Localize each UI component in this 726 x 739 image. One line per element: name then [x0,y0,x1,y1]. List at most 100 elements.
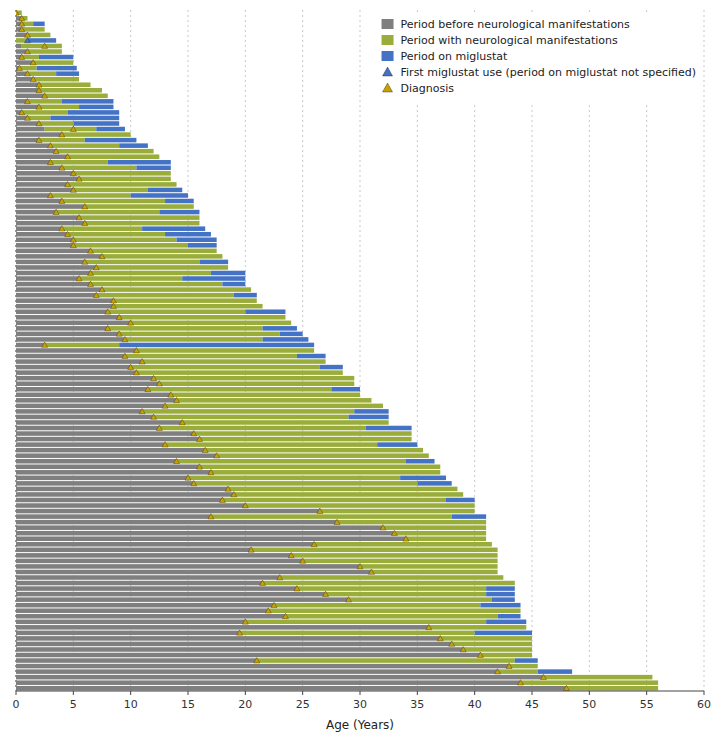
bar [652,675,653,680]
marker [36,87,42,92]
bar [498,669,538,674]
bar [440,464,441,469]
marker [16,65,22,70]
bar [85,138,137,143]
bar [62,199,165,204]
marker [116,314,122,319]
tick-label: 60 [697,698,711,711]
bar [27,16,28,21]
bar [452,642,532,647]
bar [406,459,435,464]
bar [16,597,349,602]
marker [128,320,134,325]
bar [331,387,360,392]
marker [271,602,277,607]
bar [61,44,62,49]
marker [156,425,162,430]
bar [16,487,228,492]
marker [24,49,30,54]
marker [133,348,139,353]
marker [208,514,214,519]
marker [191,431,197,436]
marker [93,264,99,269]
bar [148,188,182,193]
bar [165,404,383,409]
tick [589,691,590,695]
bar [91,249,217,254]
bar [188,476,400,481]
tick-label: 30 [353,698,367,711]
bar [16,415,154,420]
marker [196,436,202,441]
marks [16,10,658,691]
bar [446,498,475,503]
bar [16,492,234,497]
bar [16,348,136,353]
bar [222,282,245,287]
bar [256,298,257,303]
bar [119,315,285,320]
marker [122,336,128,341]
bar [211,514,452,519]
bar [16,132,62,137]
bar [16,370,136,375]
legend: Period before neurological manifestation… [375,12,702,102]
marker [294,586,300,591]
marker [70,170,76,175]
bar [16,575,280,580]
tick [704,691,705,695]
bar [228,265,229,270]
marker [47,159,53,164]
bar [148,387,331,392]
bar [532,647,533,652]
bar [371,570,497,575]
bar [50,193,130,198]
marker [70,126,76,131]
bar [16,359,142,364]
bar [16,625,429,630]
bar [486,520,487,525]
bar [125,337,263,342]
bar [280,575,504,580]
marker [70,187,76,192]
marker [151,414,157,419]
bar [16,570,371,575]
bar [39,121,73,126]
bar [411,431,412,436]
bar [16,188,73,193]
bar [349,597,492,602]
tick [130,691,131,695]
bar [245,503,474,508]
bar [16,271,91,276]
marker [116,331,122,336]
bar [16,287,102,292]
bar [303,559,498,564]
bar [16,437,199,442]
bar [16,431,194,436]
marker [24,115,30,120]
marker [317,508,323,513]
bar [16,221,85,226]
bar [291,553,497,558]
bar [474,509,475,514]
bar [16,343,45,348]
bar [366,426,412,431]
bar [199,215,200,220]
bar [154,376,355,381]
bar [50,116,119,121]
bar [234,492,463,497]
bar [16,315,119,320]
bar [125,354,297,359]
bar [521,680,659,685]
marker [214,453,220,458]
grid-line [589,10,590,691]
bar [16,309,108,314]
grid-line [704,10,705,691]
marker [19,54,25,59]
bar [16,204,85,209]
bar [22,110,68,115]
tick [417,691,418,695]
bar [177,237,217,242]
marker [30,60,36,65]
bar [16,226,62,231]
